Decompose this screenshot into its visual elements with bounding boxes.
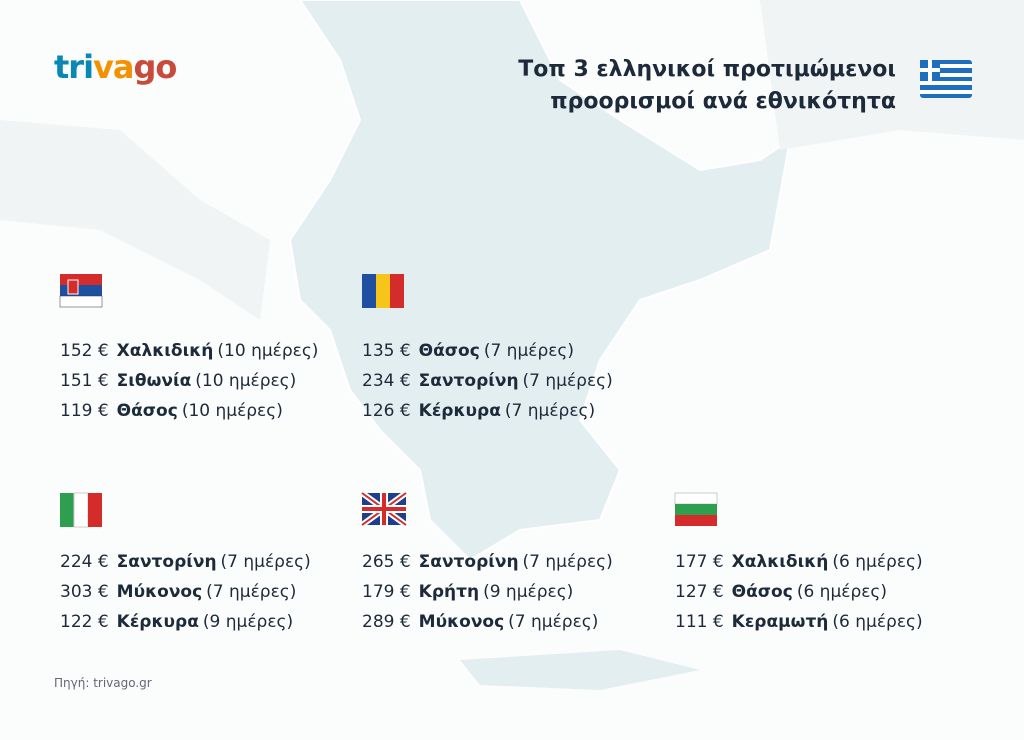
duration: (10 ημέρες) xyxy=(217,341,319,361)
duration: (7 ημέρες) xyxy=(206,582,297,602)
destination: Σαντορίνη xyxy=(116,552,217,572)
destination-row: 119 € Θάσος (10 ημέρες) xyxy=(60,396,283,426)
price: 179 € xyxy=(362,582,411,602)
price: 135 € xyxy=(362,341,411,361)
logo: trivago xyxy=(54,48,178,86)
destination-row: 289 € Μύκονος (7 ημέρες) xyxy=(362,607,598,637)
destination-row: 152 € Χαλκιδική (10 ημέρες) xyxy=(60,336,318,366)
destination-row: 127 € Θάσος (6 ημέρες) xyxy=(675,577,887,607)
price: 177 € xyxy=(675,552,724,572)
destination-row: 234 € Σαντορίνη (7 ημέρες) xyxy=(362,366,613,396)
duration: (10 ημέρες) xyxy=(195,371,297,391)
destination: Σαντορίνη xyxy=(418,371,519,391)
destination: Χαλκιδική xyxy=(731,552,829,572)
destination-row: 177 € Χαλκιδική (6 ημέρες) xyxy=(675,547,923,577)
destination: Κρήτη xyxy=(418,582,480,602)
destination: Χαλκιδική xyxy=(116,341,214,361)
duration: (6 ημέρες) xyxy=(796,582,888,602)
destination-row: 303 € Μύκονος (7 ημέρες) xyxy=(60,577,296,607)
price: 152 € xyxy=(60,341,109,361)
destination-row: 224 € Σαντορίνη (7 ημέρες) xyxy=(60,547,311,577)
destination-row: 265 € Σαντορίνη (7 ημέρες) xyxy=(362,547,613,577)
destination-row: 151 € Σιθωνία (10 ημέρες) xyxy=(60,366,296,396)
title-line: προορισμοί ανά εθνικότητα xyxy=(550,89,896,114)
destination: Θάσος xyxy=(731,582,793,602)
destination: Κεραμωτή xyxy=(731,612,829,632)
duration: (7 ημέρες) xyxy=(522,552,613,572)
destination: Θάσος xyxy=(116,401,178,421)
duration: (6 ημέρες) xyxy=(832,552,923,572)
logo-part: go xyxy=(133,48,178,86)
destination: Μύκονος xyxy=(116,582,203,602)
price: 127 € xyxy=(675,582,724,602)
price: 265 € xyxy=(362,552,411,572)
destination-row: 135 € Θάσος (7 ημέρες) xyxy=(362,336,574,366)
title: Τοπ 3 ελληνικοί προτιμώμενοι προορισμοί … xyxy=(518,54,896,118)
destination-row: 122 € Κέρκυρα (9 ημέρες) xyxy=(60,607,293,637)
price: 224 € xyxy=(60,552,109,572)
destination-row: 111 € Κεραμωτή (6 ημέρες) xyxy=(675,607,923,637)
destination: Κέρκυρα xyxy=(418,401,501,421)
duration: (9 ημέρες) xyxy=(483,582,574,602)
destination: Θάσος xyxy=(418,341,480,361)
duration: (7 ημέρες) xyxy=(522,371,613,391)
price: 126 € xyxy=(362,401,411,421)
duration: (9 ημέρες) xyxy=(202,612,294,632)
price: 303 € xyxy=(60,582,109,602)
price: 234 € xyxy=(362,371,411,391)
duration: (7 ημέρες) xyxy=(508,612,599,632)
price: 111 € xyxy=(675,612,724,632)
duration: (7 ημέρες) xyxy=(483,341,575,361)
price: 151 € xyxy=(60,371,109,391)
destination: Σαντορίνη xyxy=(418,552,519,572)
title-line: Τοπ 3 ελληνικοί προτιμώμενοι xyxy=(518,57,896,82)
duration: (7 ημέρες) xyxy=(504,401,596,421)
price: 289 € xyxy=(362,612,411,632)
logo-part: tri xyxy=(54,48,94,86)
destination: Σιθωνία xyxy=(116,371,192,391)
logo-part: va xyxy=(93,48,134,86)
duration: (10 ημέρες) xyxy=(181,401,283,421)
destination: Κέρκυρα xyxy=(116,612,199,632)
destination-row: 179 € Κρήτη (9 ημέρες) xyxy=(362,577,573,607)
source: Πηγή: trivago.gr xyxy=(54,676,152,690)
price: 119 € xyxy=(60,401,109,421)
price: 122 € xyxy=(60,612,109,632)
duration: (6 ημέρες) xyxy=(832,612,923,632)
destination-row: 126 € Κέρκυρα (7 ημέρες) xyxy=(362,396,595,426)
duration: (7 ημέρες) xyxy=(220,552,311,572)
destination: Μύκονος xyxy=(418,612,505,632)
